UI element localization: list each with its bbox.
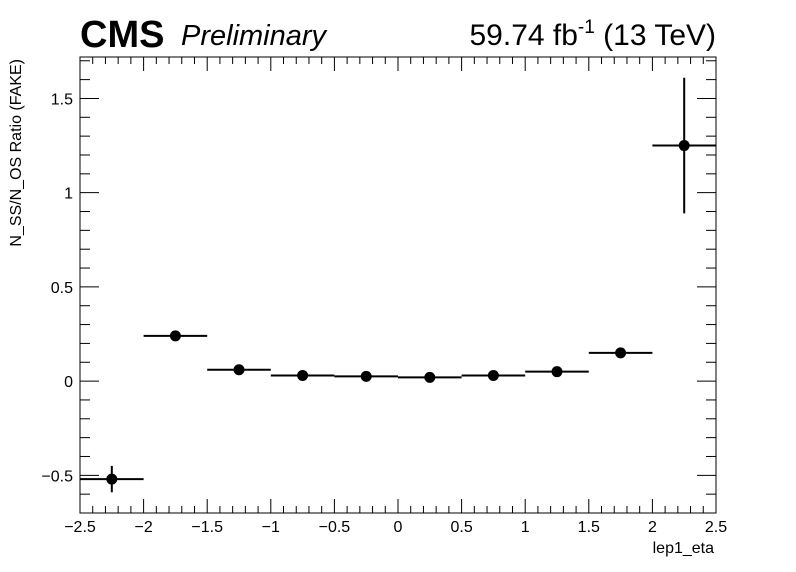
data-marker xyxy=(615,347,627,359)
x-tick-label: 0 xyxy=(394,519,403,536)
data-point xyxy=(270,369,335,381)
data-marker xyxy=(424,371,436,383)
energy-label: (13 TeV) xyxy=(595,19,716,52)
data-marker xyxy=(233,364,245,376)
data-marker xyxy=(297,369,309,381)
data-point xyxy=(588,347,653,359)
data-point xyxy=(80,465,144,493)
y-tick-label: −0.5 xyxy=(41,468,73,485)
x-tick-label: 0.5 xyxy=(450,519,472,536)
y-axis-ticks xyxy=(80,60,716,514)
x-tick-label: 1 xyxy=(521,519,530,536)
y-axis-title: N_SS/N_OS Ratio (FAKE) xyxy=(8,59,25,247)
data-marker xyxy=(169,330,181,342)
y-tick-label: 1 xyxy=(64,186,73,203)
x-axis-ticks xyxy=(79,57,717,513)
lumi-exponent: -1 xyxy=(578,17,595,38)
x-tick-label: −1.5 xyxy=(191,519,223,536)
x-tick-label: −2.5 xyxy=(64,519,96,536)
x-tick-label: −0.5 xyxy=(319,519,351,536)
data-point xyxy=(525,366,589,378)
data-marker xyxy=(678,140,690,152)
x-tick-label: −1 xyxy=(262,519,280,536)
lumi-value: 59.74 fb xyxy=(469,19,577,52)
plot-frame xyxy=(79,56,717,514)
data-point xyxy=(334,370,398,382)
y-tick-label: 0 xyxy=(64,374,73,391)
data-marker xyxy=(106,473,118,485)
data-marker xyxy=(487,369,499,381)
y-tick-label: 1.5 xyxy=(51,91,73,108)
x-tick-label: −2 xyxy=(134,519,152,536)
experiment-label: CMS xyxy=(80,14,164,56)
data-point xyxy=(207,364,271,376)
x-tick-label: 2 xyxy=(648,519,657,536)
data-point xyxy=(652,77,716,214)
data-point xyxy=(143,330,208,342)
x-axis-tick-labels: −2.5 −2 −1.5 −1 −0.5 0 0.5 1 1.5 2 2.5 xyxy=(64,519,727,536)
y-tick-label: 0.5 xyxy=(51,280,73,297)
x-tick-label: 1.5 xyxy=(578,519,600,536)
x-tick-label: 2.5 xyxy=(705,519,727,536)
y-axis-tick-labels: −0.5 0 0.5 1 1.5 xyxy=(41,91,73,485)
data-point xyxy=(398,371,462,383)
data-points xyxy=(80,77,716,493)
data-point xyxy=(461,369,526,381)
luminosity-label: 59.74 fb-1 (13 TeV) xyxy=(469,17,716,52)
data-marker xyxy=(360,370,372,382)
status-label: Preliminary xyxy=(181,20,328,52)
x-axis-title: lep1_eta xyxy=(653,540,714,557)
data-marker xyxy=(551,366,563,378)
